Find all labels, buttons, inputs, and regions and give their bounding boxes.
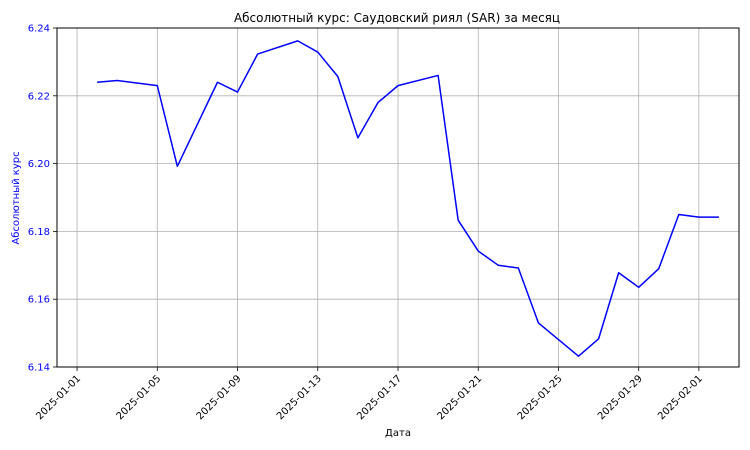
y-tick-label: 6.22 — [28, 91, 50, 102]
x-axis-label: Дата — [385, 428, 411, 439]
series-line — [97, 40, 719, 357]
y-tick-label: 6.20 — [28, 159, 50, 170]
line-layer — [97, 40, 719, 357]
chart-title: Абсолютный курс: Саудовский риял (SAR) з… — [234, 11, 560, 25]
y-tick-label: 6.14 — [28, 363, 50, 374]
y-axis-label: Абсолютный курс — [11, 151, 22, 244]
y-axis: 6.14 6.16 6.18 6.20 6.22 6.24 — [28, 24, 57, 374]
y-tick-label: 6.16 — [28, 295, 50, 306]
y-tick-label: 6.24 — [28, 24, 50, 35]
y-tick-label: 6.18 — [28, 227, 50, 238]
